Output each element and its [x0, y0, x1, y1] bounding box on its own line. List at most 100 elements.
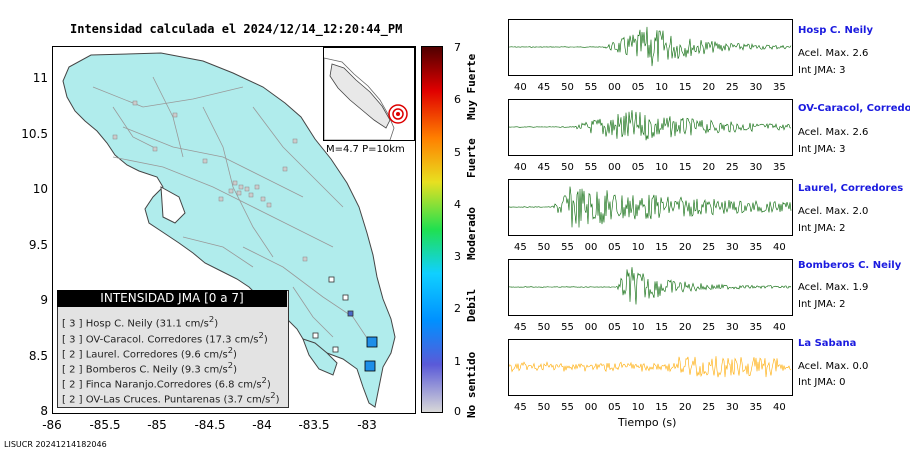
time-tick: 05	[608, 322, 621, 333]
colorbar-label: No sentido	[465, 351, 478, 418]
colorbar-tick: 2	[454, 302, 461, 315]
time-tick: 45	[514, 242, 527, 253]
legend-row: [ 2 ] Bomberos C. Neily (9.3 cm/s2)	[62, 360, 237, 376]
time-tick: 05	[631, 162, 645, 173]
time-tick: 40	[773, 242, 786, 253]
lat-tick: 10.5	[21, 127, 48, 141]
legend-row: [ 2 ] Finca Naranjo.Corredores (6.8 cm/s…	[62, 375, 271, 391]
time-tick: 35	[773, 162, 786, 173]
time-tick: 15	[678, 162, 692, 173]
time-tick: 40	[773, 402, 786, 413]
time-tick: 25	[702, 402, 716, 413]
time-tick: 25	[725, 162, 739, 173]
time-tick: 10	[655, 82, 668, 93]
station-marker	[347, 310, 354, 317]
lon-tick: -86	[42, 418, 62, 432]
station-jma: Int JMA: 2	[798, 223, 846, 234]
time-tick: 20	[702, 82, 716, 93]
time-tick: 40	[514, 162, 527, 173]
time-tick: 50	[561, 162, 574, 173]
lon-tick: -84.5	[194, 418, 226, 432]
lon-tick: -85.5	[89, 418, 121, 432]
time-tick: 00	[584, 322, 598, 333]
lat-tick: 8.5	[28, 349, 48, 363]
time-tick: 05	[608, 242, 621, 253]
time-tick: 30	[725, 402, 739, 413]
station-name: La Sabana	[798, 338, 857, 349]
colorbar-tick: 7	[454, 41, 461, 54]
station-name: OV-Caracol, Corredore	[798, 103, 910, 114]
intensity-colorbar	[421, 46, 443, 413]
lat-tick: 10	[32, 182, 48, 196]
time-tick: 05	[608, 402, 621, 413]
colorbar-tick: 4	[454, 198, 461, 211]
time-tick: 05	[631, 82, 645, 93]
station-name: Hosp C. Neily	[798, 25, 873, 36]
time-tick: 00	[584, 242, 598, 253]
time-tick: 20	[678, 242, 692, 253]
time-tick: 15	[678, 82, 692, 93]
waveform	[508, 267, 792, 305]
lat-tick: 11	[32, 71, 48, 85]
time-tick: 10	[631, 402, 645, 413]
station-marker	[328, 276, 335, 283]
colorbar-label: Debil	[465, 288, 478, 322]
colorbar-tick: 5	[454, 146, 461, 159]
legend-row: [ 3 ] Hosp C. Neily (31.1 cm/s2)	[62, 314, 219, 330]
time-tick: 25	[702, 322, 716, 333]
time-tick: 20	[678, 402, 692, 413]
station-acel: Acel. Max. 2.6	[798, 127, 869, 138]
station-marker	[332, 346, 339, 353]
time-tick: 50	[561, 82, 574, 93]
time-tick: 35	[749, 242, 763, 253]
time-tick: 20	[678, 322, 692, 333]
waveform	[508, 110, 792, 141]
seismogram-trace	[508, 259, 793, 316]
station-marker	[312, 332, 319, 339]
lon-tick: -83.5	[298, 418, 330, 432]
intensity-legend	[57, 290, 289, 408]
colorbar-tick: 0	[454, 405, 461, 418]
waveform	[508, 356, 792, 378]
legend-row: [ 2 ] Laurel. Corredores (9.6 cm/s2)	[62, 345, 237, 361]
time-tick: 00	[608, 162, 621, 173]
station-marker	[364, 360, 376, 372]
time-tick: 45	[514, 402, 527, 413]
time-tick: 55	[584, 162, 598, 173]
station-acel: Acel. Max. 2.0	[798, 206, 869, 217]
waveform	[509, 26, 792, 67]
time-tick: 30	[725, 322, 739, 333]
seismogram-trace	[508, 339, 793, 396]
time-tick: 10	[631, 322, 645, 333]
time-tick: 55	[561, 402, 574, 413]
colorbar-tick: 1	[454, 355, 461, 368]
time-tick: 00	[608, 82, 621, 93]
station-jma: Int JMA: 2	[798, 299, 846, 310]
time-tick: 40	[514, 82, 527, 93]
lon-tick: -85	[147, 418, 167, 432]
time-tick: 35	[773, 82, 786, 93]
location-inset	[323, 47, 415, 141]
time-tick: 15	[655, 402, 668, 413]
time-tick: 55	[561, 242, 574, 253]
time-tick: 10	[631, 242, 645, 253]
time-tick: 50	[537, 402, 551, 413]
time-tick: 30	[749, 82, 763, 93]
colorbar-tick: 6	[454, 93, 461, 106]
seismogram-trace	[508, 19, 793, 76]
time-tick: 55	[561, 322, 574, 333]
colorbar-label: Moderado	[465, 207, 478, 260]
time-tick: 40	[773, 322, 786, 333]
seismogram-trace	[508, 179, 793, 236]
station-acel: Acel. Max. 0.0	[798, 361, 869, 372]
time-tick: 45	[514, 322, 527, 333]
time-tick: 55	[584, 82, 598, 93]
time-tick: 10	[655, 162, 668, 173]
legend-header: INTENSIDAD JMA [0 a 7]	[57, 290, 287, 307]
lat-tick: 8	[40, 404, 48, 418]
time-tick: 25	[702, 242, 716, 253]
time-tick: 35	[749, 402, 763, 413]
event-info: M=4.7 P=10km	[326, 144, 405, 155]
time-tick: 30	[749, 162, 763, 173]
station-name: Bomberos C. Neily	[798, 260, 902, 271]
